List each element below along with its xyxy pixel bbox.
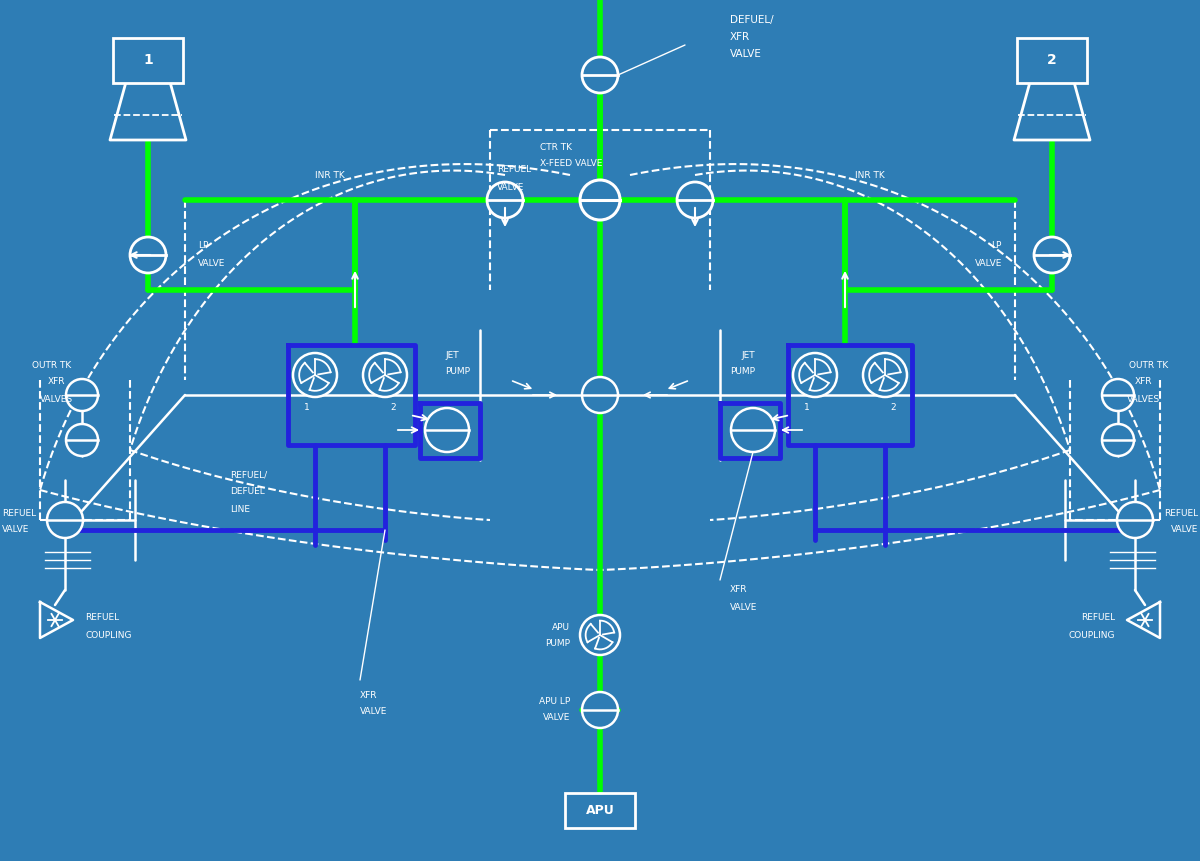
Text: XFR: XFR [730,585,748,594]
Text: VALVE: VALVE [497,183,524,191]
Text: XFR: XFR [1134,377,1152,387]
Text: 2: 2 [1048,53,1057,67]
Text: JET: JET [742,350,755,360]
Text: 2: 2 [890,402,896,412]
Text: 1: 1 [804,402,810,412]
Circle shape [677,182,713,218]
Text: INR TK: INR TK [316,170,344,179]
Circle shape [130,237,166,273]
Text: XFR: XFR [48,377,66,387]
Text: PUMP: PUMP [730,368,755,376]
Text: CTR TK: CTR TK [540,143,572,152]
Text: VALVE: VALVE [198,258,226,268]
Circle shape [1102,379,1134,411]
Circle shape [582,377,618,413]
Circle shape [580,180,620,220]
Text: LP: LP [991,240,1002,250]
Text: OUTR TK: OUTR TK [1129,361,1168,369]
Text: 1: 1 [304,402,310,412]
Circle shape [1034,237,1070,273]
Text: PUMP: PUMP [445,368,470,376]
Circle shape [863,353,907,397]
Text: VALVE: VALVE [730,603,757,611]
Circle shape [582,57,618,93]
Text: 1: 1 [143,53,152,67]
Bar [1018,38,1087,83]
Text: 2: 2 [390,402,396,412]
Text: REFUEL: REFUEL [1081,614,1115,623]
Text: REFUEL: REFUEL [2,509,36,517]
Text: APU: APU [552,623,570,631]
Circle shape [293,353,337,397]
Text: REFUEL/: REFUEL/ [230,470,268,480]
Text: REFUEL: REFUEL [85,614,119,623]
Text: APU: APU [586,803,614,816]
Text: REFUEL: REFUEL [1164,509,1198,517]
Text: COUPLING: COUPLING [1068,630,1115,640]
Text: VALVES: VALVES [1127,394,1160,404]
Circle shape [582,692,618,728]
Text: DEFUEL/: DEFUEL/ [730,15,774,25]
Text: DEFUEL: DEFUEL [230,487,265,497]
Circle shape [731,408,775,452]
Text: XFR: XFR [730,32,750,42]
Text: OUTR TK: OUTR TK [32,361,71,369]
Polygon shape [110,82,186,140]
Circle shape [580,615,620,655]
Text: VALVE: VALVE [360,708,388,716]
Circle shape [793,353,838,397]
Text: JET: JET [445,350,458,360]
Text: LINE: LINE [230,505,250,513]
Text: INR TK: INR TK [856,170,884,179]
Text: VALVE: VALVE [1171,525,1198,535]
Text: COUPLING: COUPLING [85,630,132,640]
Bar [113,38,182,83]
Circle shape [364,353,407,397]
Text: PUMP: PUMP [545,639,570,647]
Text: LP: LP [198,240,209,250]
Text: VALVE: VALVE [542,714,570,722]
Circle shape [66,379,98,411]
Polygon shape [40,602,73,638]
Polygon shape [1014,82,1090,140]
Text: VALVE: VALVE [974,258,1002,268]
Text: REFUEL: REFUEL [497,165,532,175]
Circle shape [487,182,523,218]
Circle shape [425,408,469,452]
Circle shape [1117,502,1153,538]
Circle shape [47,502,83,538]
Text: VALVE: VALVE [2,525,29,535]
Circle shape [66,424,98,456]
Text: X-FEED VALVE: X-FEED VALVE [540,158,602,168]
Text: VALVE: VALVE [730,49,762,59]
Text: APU LP: APU LP [539,697,570,707]
Text: XFR: XFR [360,691,378,699]
Text: VALVES: VALVES [40,394,73,404]
Polygon shape [1127,602,1160,638]
Bar [565,792,635,827]
Circle shape [1102,424,1134,456]
